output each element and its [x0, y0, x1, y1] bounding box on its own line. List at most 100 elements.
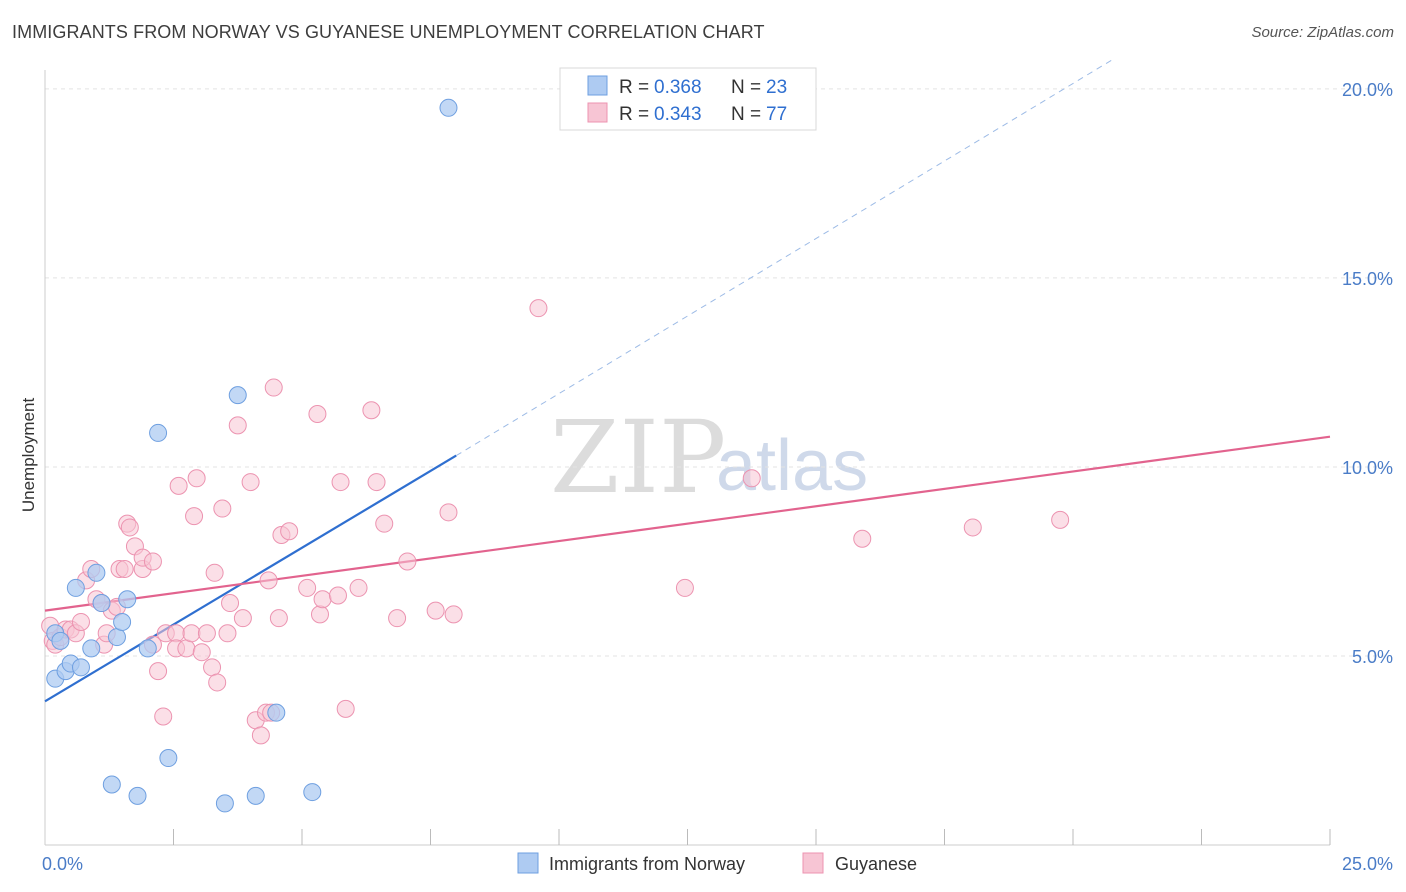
guyanese-point-39 [208, 673, 227, 692]
guyanese-point-40 [213, 499, 232, 518]
guyanese-point-47 [251, 726, 270, 745]
guyanese-point-23 [143, 552, 162, 571]
norway-point-16 [102, 775, 121, 794]
x-tick-label-0: 0.0% [42, 854, 83, 874]
guyanese-point-55 [298, 578, 317, 597]
norway-point-10 [107, 628, 126, 647]
y-tick-label-2: 15.0% [1342, 269, 1393, 289]
guyanese-point-31 [177, 639, 196, 658]
guyanese-point-75 [963, 518, 982, 537]
source-credit: Source: ZipAtlas.com [1251, 24, 1394, 41]
y-tick-label-1: 10.0% [1342, 458, 1393, 478]
trend-line-guyanese [44, 435, 1331, 612]
guyanese-point-28 [167, 624, 186, 643]
guyanese-points [41, 299, 1070, 745]
guyanese-point-57 [310, 605, 329, 624]
guyanese-point-51 [264, 378, 283, 397]
guyanese-point-61 [336, 699, 355, 718]
guyanese-point-67 [398, 552, 417, 571]
legend-swatch-guyanese [587, 102, 608, 123]
guyanese-point-60 [331, 473, 350, 492]
norway-point-11 [113, 612, 132, 631]
norway-point-23 [439, 98, 458, 117]
norway-point-17 [128, 786, 147, 805]
y-tick-label-0: 5.0% [1352, 647, 1393, 667]
x-tick-labels: 0.0% 25.0% [42, 854, 1393, 874]
guyanese-point-19 [120, 518, 139, 537]
guyanese-point-41 [218, 624, 237, 643]
guyanese-point-76 [1051, 510, 1070, 529]
series-legend-norway: Immigrants from Norway [549, 854, 745, 874]
axes [44, 70, 1331, 846]
guyanese-point-72 [675, 578, 694, 597]
legend-r-value-norway: 0.368 [654, 77, 702, 98]
guyanese-point-54 [280, 522, 299, 541]
y-axis-label: Unemployment [19, 398, 38, 513]
norway-point-20 [303, 783, 322, 802]
guyanese-point-63 [362, 401, 381, 420]
trend-line-norway-extension [455, 58, 1115, 457]
guyanese-point-25 [149, 662, 168, 681]
guyanese-point-58 [313, 590, 332, 609]
guyanese-point-38 [205, 563, 224, 582]
guyanese-point-7 [71, 612, 90, 631]
gridlines [45, 88, 1392, 657]
guyanese-point-45 [241, 473, 260, 492]
norway-point-9 [92, 594, 111, 613]
guyanese-point-69 [439, 503, 458, 522]
x-tick-label-1: 25.0% [1342, 854, 1393, 874]
trend-line-norway [44, 454, 457, 703]
legend-n-value-guyanese: 77 [766, 104, 787, 125]
norway-points [46, 98, 458, 813]
guyanese-point-68 [426, 601, 445, 620]
guyanese-point-64 [367, 473, 386, 492]
guyanese-point-71 [529, 299, 548, 318]
norway-point-1 [51, 631, 70, 650]
guyanese-point-32 [182, 624, 201, 643]
guyanese-point-73 [742, 469, 761, 488]
guyanese-point-43 [228, 416, 247, 435]
legend-r-value-guyanese: 0.343 [654, 104, 702, 125]
series-legend-guyanese: Guyanese [835, 854, 917, 874]
guyanese-point-33 [185, 507, 204, 526]
norway-point-22 [228, 386, 247, 405]
series-legend-swatch-norway [517, 852, 539, 874]
series-legend: Immigrants from Norway Guyanese [517, 852, 917, 874]
norway-point-14 [149, 423, 168, 442]
legend-n-label-guyanese: N = [731, 104, 761, 125]
norway-point-6 [66, 578, 85, 597]
norway-point-21 [267, 703, 286, 722]
norway-point-8 [87, 563, 106, 582]
guyanese-point-37 [203, 658, 222, 677]
norway-point-7 [82, 639, 101, 658]
guyanese-point-35 [192, 643, 211, 662]
guyanese-point-36 [197, 624, 216, 643]
guyanese-point-74 [853, 529, 872, 548]
norway-point-5 [71, 658, 90, 677]
y-tick-labels: 5.0% 10.0% 15.0% 20.0% [1342, 80, 1393, 667]
chart-title: IMMIGRANTS FROM NORWAY VS GUYANESE UNEMP… [12, 22, 765, 42]
guyanese-point-56 [308, 405, 327, 424]
guyanese-point-65 [375, 514, 394, 533]
legend-n-value-norway: 23 [766, 77, 787, 98]
norway-point-12 [118, 590, 137, 609]
norway-point-18 [215, 794, 234, 813]
guyanese-point-62 [349, 578, 368, 597]
norway-point-19 [246, 786, 265, 805]
trend-lines [44, 58, 1331, 703]
guyanese-point-59 [328, 586, 347, 605]
series-legend-swatch-guyanese [802, 852, 824, 874]
norway-point-13 [138, 639, 157, 658]
legend-r-label-guyanese: R = [619, 104, 649, 125]
watermark-zip: ZIP [550, 399, 726, 516]
y-tick-label-3: 20.0% [1342, 80, 1393, 100]
guyanese-point-52 [269, 609, 288, 628]
legend-swatch-norway [587, 75, 608, 96]
guyanese-point-66 [388, 609, 407, 628]
guyanese-point-44 [233, 609, 252, 628]
guyanese-point-49 [259, 571, 278, 590]
guyanese-point-30 [169, 476, 188, 495]
correlation-legend: R = 0.368 N = 23 R = 0.343 N = 77 [559, 67, 817, 131]
guyanese-point-42 [221, 594, 240, 613]
